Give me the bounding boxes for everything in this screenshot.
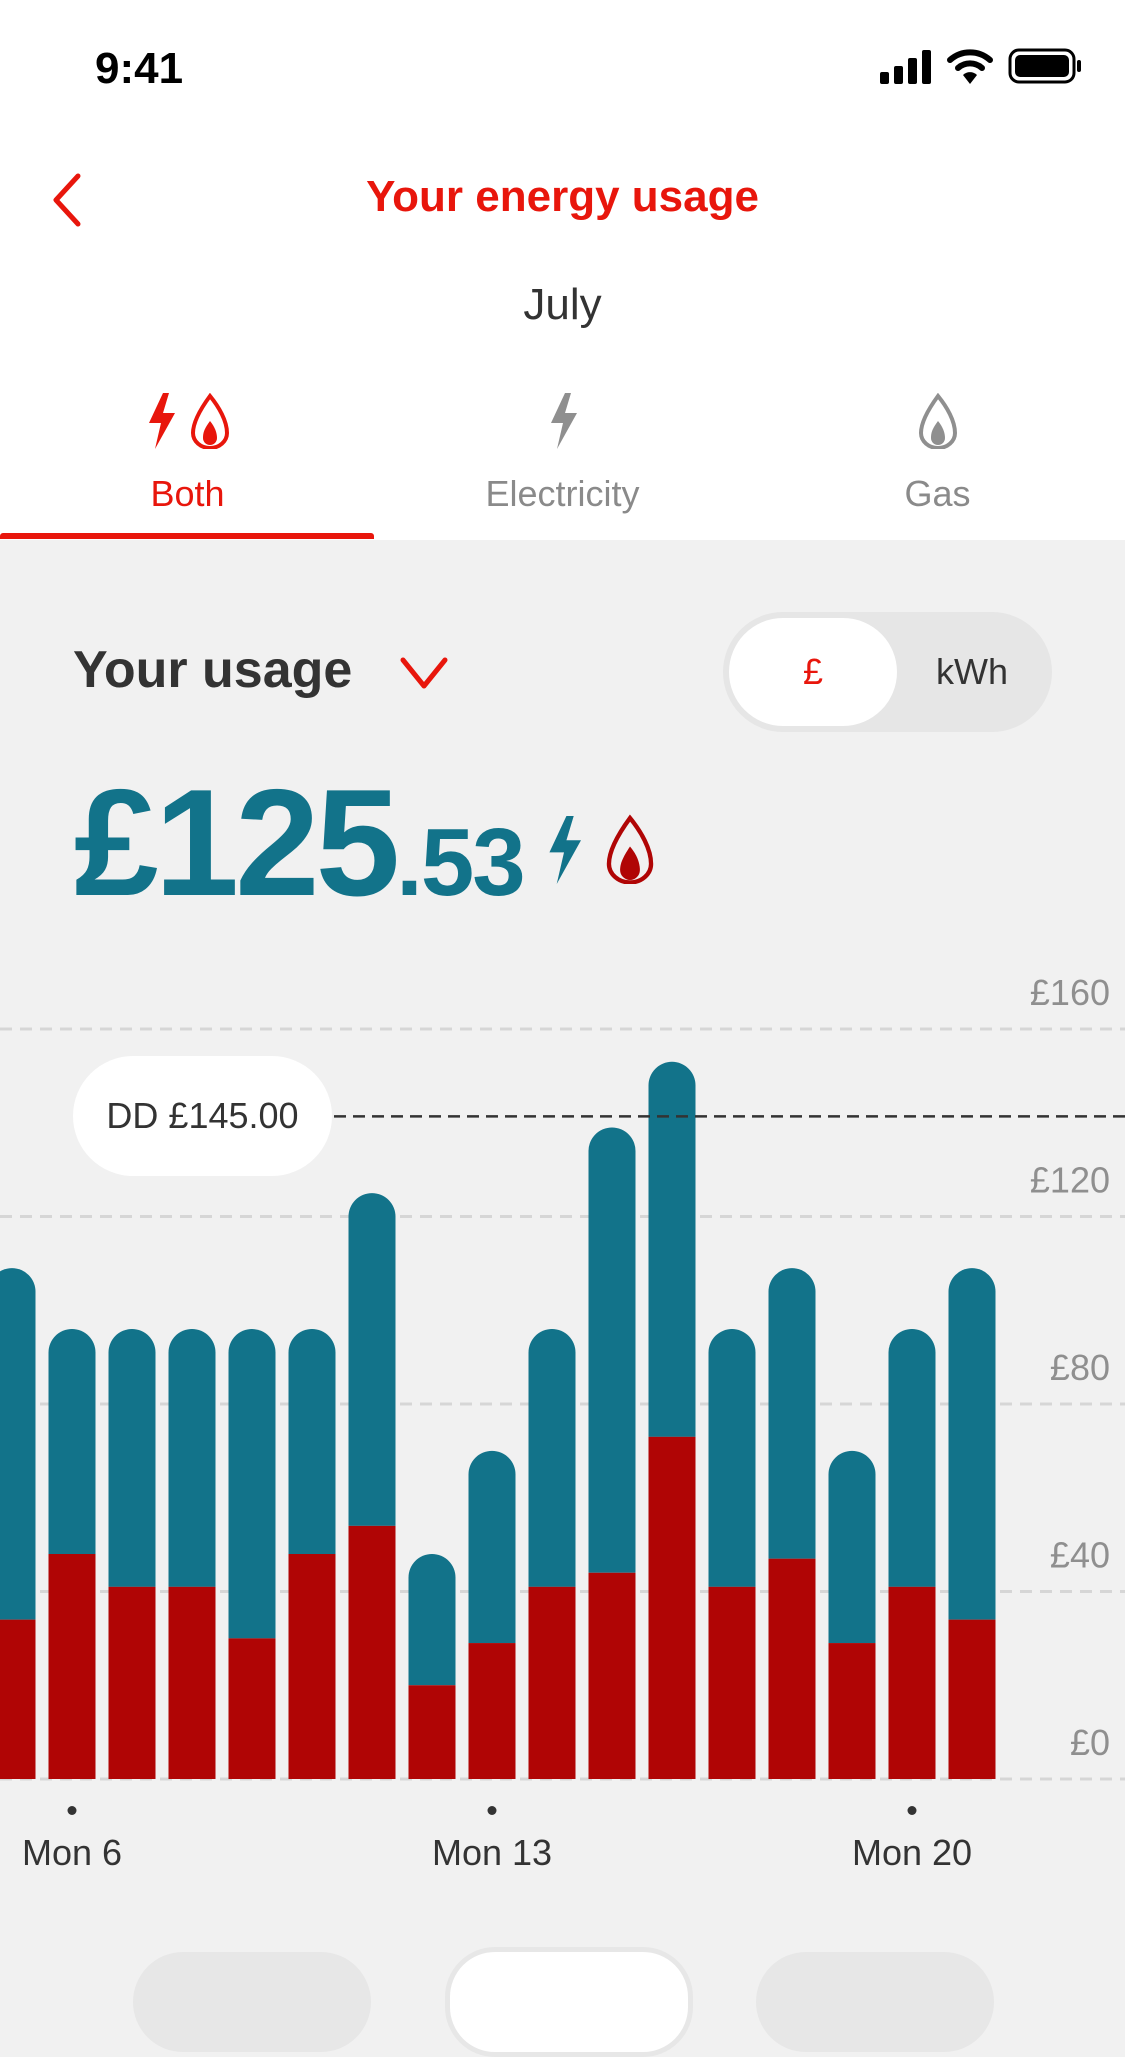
- bar-electricity: [468, 1450, 516, 1644]
- tab-label: Both: [150, 473, 225, 514]
- direct-debit-label: DD £145.00: [73, 1056, 332, 1176]
- bar-gas: [408, 1685, 456, 1779]
- toggle-option-gbp[interactable]: £: [729, 618, 897, 726]
- y-tick-label: £160: [1030, 972, 1110, 1013]
- header-area: [0, 0, 1125, 540]
- x-tick-dot: [487, 1806, 497, 1815]
- bar-electricity: [348, 1193, 396, 1526]
- bar-electricity: [168, 1329, 216, 1587]
- bar-gas: [528, 1586, 576, 1779]
- x-tick-label: Mon 20: [851, 1832, 973, 1873]
- wifi-icon: [947, 49, 993, 84]
- bar-gas: [768, 1558, 816, 1779]
- bar-gas: [588, 1572, 636, 1779]
- bar-electricity: [408, 1554, 456, 1686]
- bar-gas: [48, 1554, 96, 1779]
- status-time: 9:41: [95, 44, 184, 93]
- bar-electricity: [0, 1268, 36, 1620]
- active-tab-indicator: [0, 533, 374, 539]
- usage-amount: £125.53: [74, 756, 526, 931]
- bar-electricity: [588, 1127, 636, 1573]
- bar-electricity: [948, 1268, 996, 1620]
- month-label: July: [523, 280, 602, 329]
- bar-electricity: [48, 1329, 96, 1554]
- y-tick-label: £120: [1030, 1160, 1110, 1201]
- bar-gas: [468, 1643, 516, 1779]
- bolt-icon: [550, 393, 577, 449]
- y-tick-label: £40: [1050, 1535, 1110, 1576]
- period-button-current[interactable]: [445, 1947, 693, 2057]
- bar-electricity: [888, 1329, 936, 1587]
- chevron-down-icon[interactable]: [399, 656, 449, 690]
- bar-electricity: [288, 1329, 336, 1554]
- bar-gas: [288, 1554, 336, 1779]
- x-tick-label: Mon 13: [431, 1832, 553, 1873]
- chevron-left-icon: [53, 173, 81, 227]
- bar-gas: [228, 1638, 276, 1779]
- bar-gas: [348, 1525, 396, 1779]
- bar-gas: [168, 1586, 216, 1779]
- bar-gas: [708, 1586, 756, 1779]
- bolt-icon: [549, 816, 581, 884]
- bar-gas: [648, 1436, 696, 1779]
- tab-electricity[interactable]: Electricity: [375, 385, 750, 535]
- back-button[interactable]: [48, 172, 88, 228]
- flame-icon: [190, 393, 229, 449]
- flame-icon: [918, 393, 957, 449]
- bar-gas: [108, 1586, 156, 1779]
- bolt-icon: [148, 393, 175, 449]
- bar-electricity: [648, 1061, 696, 1437]
- battery-icon: [1008, 48, 1081, 84]
- bar-electricity: [228, 1329, 276, 1639]
- bar-gas: [948, 1619, 996, 1779]
- bar-gas: [828, 1643, 876, 1779]
- status-icons: [880, 48, 1085, 86]
- amount-main: £125: [74, 758, 400, 928]
- x-tick-dot: [907, 1806, 917, 1815]
- tab-label: Gas: [904, 473, 971, 514]
- tab-both[interactable]: Both: [0, 385, 375, 535]
- x-tick-label: Mon 6: [21, 1832, 123, 1873]
- x-tick-dot: [67, 1806, 77, 1815]
- tab-gas[interactable]: Gas: [750, 385, 1125, 535]
- amount-decimal: .53: [396, 809, 525, 916]
- period-button-prev[interactable]: [133, 1952, 371, 2052]
- unit-toggle[interactable]: £ kWh: [723, 612, 1052, 732]
- period-button-next[interactable]: [756, 1952, 994, 2052]
- flame-icon: [606, 814, 654, 884]
- bar-electricity: [708, 1329, 756, 1587]
- bar-electricity: [768, 1268, 816, 1559]
- bar-electricity: [108, 1329, 156, 1587]
- bar-electricity: [828, 1450, 876, 1644]
- signal-icon: [880, 50, 931, 84]
- y-tick-label: £0: [1070, 1722, 1110, 1763]
- bar-gas: [0, 1619, 36, 1779]
- usage-title[interactable]: Your usage: [73, 641, 353, 699]
- bar-electricity: [528, 1329, 576, 1587]
- tab-label: Electricity: [485, 473, 640, 514]
- usage-chart: £0 £40 £80 £120 £160: [0, 972, 1125, 1781]
- page-title: Your energy usage: [366, 172, 759, 221]
- toggle-option-kwh[interactable]: kWh: [936, 651, 1008, 692]
- y-tick-label: £80: [1050, 1347, 1110, 1388]
- bar-gas: [888, 1586, 936, 1779]
